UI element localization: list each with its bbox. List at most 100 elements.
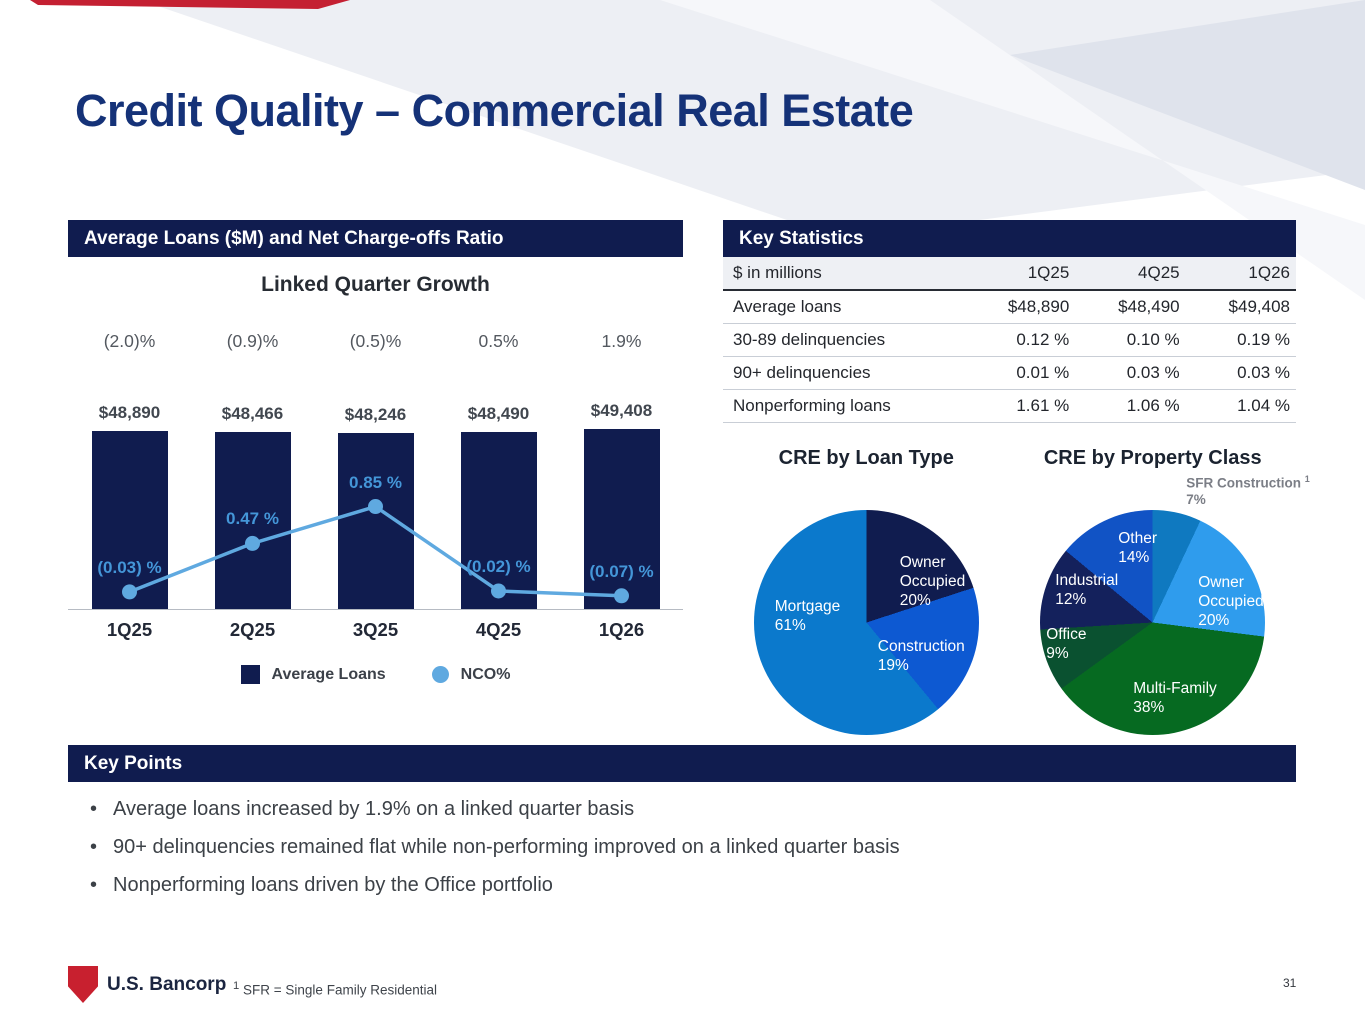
stats-value: $49,408 <box>1185 290 1296 324</box>
stats-value: 0.03 % <box>1075 356 1186 390</box>
growth-value: 1.9% <box>601 331 642 351</box>
x-axis-label: 1Q25 <box>106 619 153 640</box>
average-loans-panel-header: Average Loans ($M) and Net Charge-offs R… <box>68 220 683 257</box>
pie-slice-pct: 19% <box>877 656 909 674</box>
stats-table-row: 30-89 delinquencies 0.12 % 0.10 % 0.19 % <box>723 323 1296 357</box>
cre-property-class-pie-wrap: SFR Construction 1 7% Other 14% Industri… <box>1040 474 1310 735</box>
sfr-footnote-marker: 1 <box>1304 474 1310 484</box>
x-axis-labels: 1Q25 2Q25 3Q25 4Q25 1Q26 <box>68 619 683 641</box>
cre-by-property-class-block: CRE by Property Class SFR Construction 1… <box>1010 447 1310 735</box>
pie-label-other: Other 14% <box>1118 530 1157 568</box>
us-bancorp-logo: U.S. Bancorp <box>68 966 226 1003</box>
stats-value: 1.06 % <box>1075 389 1186 423</box>
key-statistics-panel-header: Key Statistics <box>723 220 1296 257</box>
pie-slice-label: SFR Construction 1 <box>1186 474 1310 491</box>
bar-value-label: $48,490 <box>467 404 530 423</box>
x-axis-label: 1Q26 <box>598 619 645 640</box>
page-title: Credit Quality – Commercial Real Estate <box>75 85 914 136</box>
growth-value: 0.5% <box>478 331 519 351</box>
stats-row-label: 30-89 delinquencies <box>723 323 965 357</box>
stats-column-header: 4Q25 <box>1075 257 1186 291</box>
nco-value-label: 0.85 % <box>349 472 402 492</box>
bar-line-plot: $48,890 $48,466 $48,246 $48,490 $49,408 (0.03… <box>68 385 683 610</box>
stats-value: 0.10 % <box>1075 323 1186 357</box>
linked-quarter-growth-values: (2.0)% (0.9)% (0.5)% 0.5% 1.9% <box>68 331 683 352</box>
stats-row-label: 90+ delinquencies <box>723 356 965 390</box>
nco-value-label: (0.07) % <box>589 561 654 581</box>
bar-value-label: $48,466 <box>221 404 284 423</box>
stats-table-row: 90+ delinquencies 0.01 % 0.03 % 0.03 % <box>723 356 1296 390</box>
stats-value: 0.01 % <box>964 356 1076 390</box>
key-point: Average loans increased by 1.9% on a lin… <box>90 798 1296 821</box>
x-axis-label: 3Q25 <box>352 619 399 640</box>
cre-property-class-pie <box>1040 510 1266 735</box>
stats-row-label: Average loans <box>723 290 965 324</box>
pie-label-construction: Construction 19% <box>878 638 965 676</box>
key-points-list: Average loans increased by 1.9% on a lin… <box>68 798 1296 897</box>
pie-label-owner-occupied: Owner Occupied 20% <box>900 554 976 611</box>
pie-label-industrial: Industrial 12% <box>1055 572 1118 610</box>
stats-table-head-row: $ in millions 1Q25 4Q25 1Q26 <box>723 257 1296 291</box>
average-loans-bar <box>337 433 414 609</box>
average-loans-bar <box>583 429 660 609</box>
stats-value: 1.04 % <box>1185 389 1296 423</box>
pie-slice-pct: 7% <box>1186 491 1206 507</box>
page-number: 31 <box>1283 976 1297 990</box>
pie-slice-label: Industrial <box>1055 572 1119 589</box>
pie-slice-label: Office <box>1046 626 1087 643</box>
growth-value: (0.9)% <box>226 331 279 351</box>
nco-value-label: (0.02) % <box>466 556 531 576</box>
nco-value-label: (0.03) % <box>97 557 162 577</box>
growth-value: (2.0)% <box>103 331 156 351</box>
legend-swatch-average-loans <box>240 665 260 684</box>
footnote-text: SFR = Single Family Residential <box>243 982 437 998</box>
stats-value: $48,490 <box>1075 290 1186 324</box>
stats-table-body: Average loans $48,890 $48,490 $49,408 30-89 … <box>723 290 1296 423</box>
nco-value-label: 0.47 % <box>226 509 279 529</box>
pie-label-owner-occupied-2: Owner Occupied 20% <box>1198 574 1274 631</box>
chart-subtitle: Linked Quarter Growth <box>261 273 490 296</box>
x-axis-label: 2Q25 <box>229 619 276 640</box>
stats-value: 0.12 % <box>964 323 1076 357</box>
pie-label-office: Office 9% <box>1046 626 1086 664</box>
us-bancorp-shield-icon <box>68 966 98 1003</box>
pie-label-multi-family: Multi-Family 38% <box>1133 680 1217 718</box>
footnote-marker: 1 <box>233 980 240 992</box>
pie-label-sfr-construction: SFR Construction 1 7% <box>1186 474 1310 508</box>
pie-slice-pct: 9% <box>1046 644 1069 662</box>
pie-slice-pct: 14% <box>1118 548 1150 566</box>
pie-slice-pct: 61% <box>774 616 806 634</box>
average-loans-bar <box>460 432 537 609</box>
bar-value-label: $48,890 <box>98 403 161 422</box>
stats-column-header: 1Q26 <box>1185 257 1296 291</box>
stats-value: 0.03 % <box>1185 356 1296 390</box>
pie-charts-row: CRE by Loan Type Mortgage 61% Owner Occu… <box>723 447 1310 735</box>
stats-value: $48,890 <box>964 290 1076 324</box>
pie-title-property-class: CRE by Property Class <box>1043 447 1262 469</box>
bar-value-label: $48,246 <box>344 405 407 424</box>
stats-table-row: Nonperforming loans 1.61 % 1.06 % 1.04 % <box>723 389 1296 423</box>
pie-slice-pct: 20% <box>899 591 931 609</box>
stats-row-label: Nonperforming loans <box>723 389 965 423</box>
pie-slice-label: Owner Occupied <box>899 554 966 590</box>
cre-by-loan-type-block: CRE by Loan Type Mortgage 61% Owner Occu… <box>723 447 1010 735</box>
key-statistics-panel: Key Statistics $ in millions 1Q25 4Q25 1Q26… <box>723 220 1310 735</box>
pie-label-mortgage: Mortgage 61% <box>775 598 840 636</box>
cre-loan-type-pie <box>753 510 979 735</box>
chart-legend: Average Loans NCO% <box>68 665 683 684</box>
footnote: 1 SFR = Single Family Residential <box>233 980 437 998</box>
bar-value-label: $49,408 <box>590 401 653 420</box>
pie-slice-pct: 20% <box>1198 611 1230 629</box>
key-statistics-table: $ in millions 1Q25 4Q25 1Q26 Average loans $… <box>723 257 1296 423</box>
pie-title-loan-type: CRE by Loan Type <box>778 447 954 469</box>
pie-slice-label: Mortgage <box>774 598 841 615</box>
stats-table-row: Average loans $48,890 $48,490 $49,408 <box>723 290 1296 324</box>
pie-slice-label: Owner Occupied <box>1198 574 1264 610</box>
x-axis-label: 4Q25 <box>475 619 522 640</box>
key-points-panel: Key Points Average loans increased by 1.… <box>68 745 1296 912</box>
legend-swatch-nco <box>431 666 449 683</box>
growth-value: (0.5)% <box>349 331 402 351</box>
pie-slice-label: Multi-Family <box>1133 680 1217 697</box>
pie-slice-label: Construction <box>877 638 965 655</box>
